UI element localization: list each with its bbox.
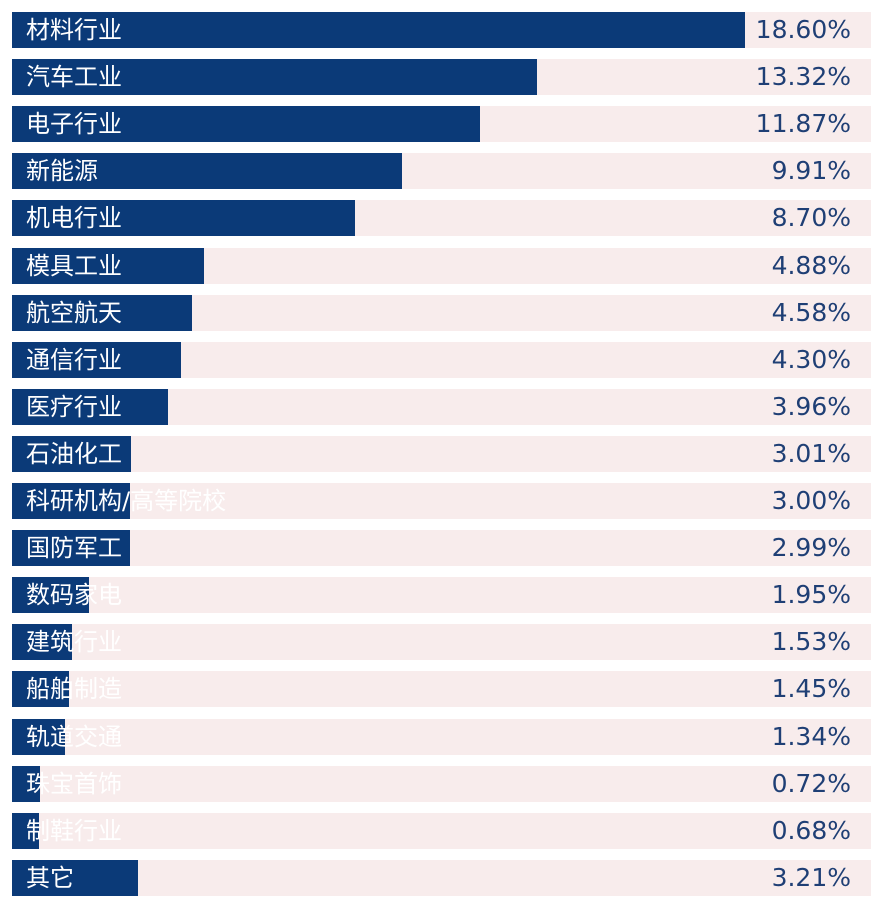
bar [12, 766, 40, 802]
bar-row: 机电行业 8.70% [12, 200, 871, 236]
category-label: 材料行业 [26, 16, 122, 44]
bar-row: 新能源 9.91% [12, 153, 871, 189]
bar [12, 577, 89, 613]
category-label: 机电行业 [26, 204, 122, 232]
bar [12, 860, 138, 896]
category-label: 其它 [26, 864, 74, 892]
category-label: 建筑行业 [26, 628, 122, 656]
bar [12, 342, 181, 378]
bar [12, 106, 480, 142]
bar [12, 719, 65, 755]
value-label: 3.00% [771, 486, 851, 515]
category-label: 石油化工 [26, 440, 122, 468]
bar [12, 248, 204, 284]
bar-row: 建筑行业 1.53% [12, 624, 871, 660]
value-label: 9.91% [771, 156, 851, 185]
bar [12, 671, 69, 707]
category-label: 电子行业 [26, 110, 122, 138]
value-label: 3.96% [771, 392, 851, 421]
value-label: 3.01% [771, 439, 851, 468]
category-label: 制鞋行业 [26, 817, 122, 845]
bar [12, 153, 402, 189]
bar-row: 制鞋行业 0.68% [12, 813, 871, 849]
value-label: 4.88% [771, 251, 851, 280]
bar [12, 813, 39, 849]
bar [12, 12, 745, 48]
bar [12, 530, 130, 566]
bar-row: 医疗行业 3.96% [12, 389, 871, 425]
value-label: 3.21% [771, 863, 851, 892]
bar [12, 200, 355, 236]
bar-row: 材料行业 18.60% [12, 12, 871, 48]
category-label: 模具工业 [26, 252, 122, 280]
bar [12, 59, 537, 95]
value-label: 11.87% [755, 109, 851, 138]
bar-row: 数码家电 1.95% [12, 577, 871, 613]
category-label: 轨道交通 [26, 723, 122, 751]
bar [12, 483, 130, 519]
value-label: 13.32% [755, 62, 851, 91]
value-label: 1.53% [771, 627, 851, 656]
category-label: 医疗行业 [26, 393, 122, 421]
value-label: 18.60% [755, 15, 851, 44]
bar-row: 石油化工 3.01% [12, 436, 871, 472]
value-label: 4.30% [771, 345, 851, 374]
value-label: 0.72% [771, 769, 851, 798]
bar-row: 其它 3.21% [12, 860, 871, 896]
bar-row: 模具工业 4.88% [12, 248, 871, 284]
bar-row: 珠宝首饰 0.72% [12, 766, 871, 802]
value-label: 4.58% [771, 298, 851, 327]
bar-row: 国防军工 2.99% [12, 530, 871, 566]
bar-row: 汽车工业 13.32% [12, 59, 871, 95]
bar-row: 船舶制造 1.45% [12, 671, 871, 707]
category-label: 数码家电 [26, 581, 122, 609]
value-label: 1.34% [771, 722, 851, 751]
bar [12, 436, 131, 472]
bar-row: 航空航天 4.58% [12, 295, 871, 331]
value-label: 2.99% [771, 533, 851, 562]
category-label: 航空航天 [26, 299, 122, 327]
category-label: 珠宝首饰 [26, 770, 122, 798]
category-label: 科研机构/高等院校 [26, 487, 227, 515]
bar-row: 电子行业 11.87% [12, 106, 871, 142]
bar [12, 389, 168, 425]
value-label: 1.45% [771, 674, 851, 703]
category-label: 国防军工 [26, 534, 122, 562]
bar-row: 通信行业 4.30% [12, 342, 871, 378]
category-label: 通信行业 [26, 346, 122, 374]
bar [12, 295, 192, 331]
value-label: 8.70% [771, 203, 851, 232]
value-label: 1.95% [771, 580, 851, 609]
category-label: 汽车工业 [26, 63, 122, 91]
value-label: 0.68% [771, 816, 851, 845]
category-label: 新能源 [26, 157, 98, 185]
bar-row: 轨道交通 1.34% [12, 719, 871, 755]
bar-row: 科研机构/高等院校 3.00% [12, 483, 871, 519]
bar [12, 624, 72, 660]
category-label: 船舶制造 [26, 675, 122, 703]
